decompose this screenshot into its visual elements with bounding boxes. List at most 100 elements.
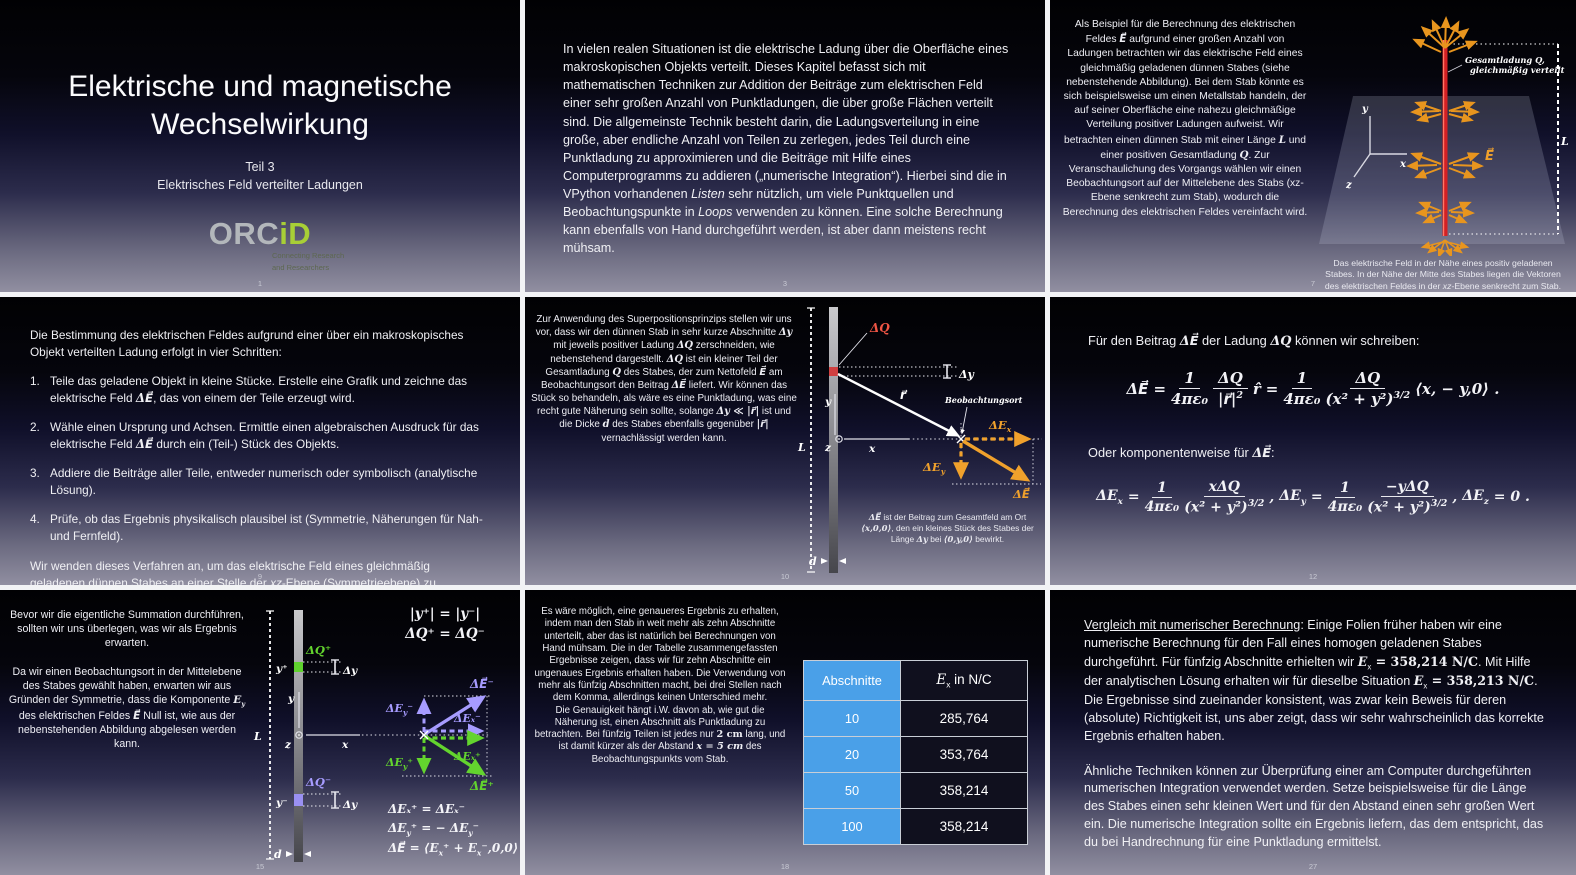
delta-ex-plus-label: ΔEₓ⁺ [453,750,481,763]
slide-page-3[interactable]: In vielen realen Situationen ist die ele… [525,0,1045,292]
slide-page-12[interactable]: Für den Beitrag ΔE⃗ der Ladung ΔQ können… [1050,297,1576,585]
length-label: L [1560,135,1569,148]
presentation-subtitle: Teil 3 Elektrisches Feld verteilter Ladun… [157,160,363,193]
xz-plane [1319,96,1565,244]
orcid-logo-orc: ORC [208,216,280,252]
crosshair [419,730,429,740]
length-bracket [266,610,274,860]
delta-e-minus-label: ΔE⃗⁻ [469,677,494,691]
slide-body-text: Vergleich mit numerischer Berechnung: Ei… [1084,618,1544,850]
slide-body-text: Die Bestimmung des elektrischen Feldes a… [30,327,488,585]
table-row: 100 358,214 [803,808,1028,845]
presentation-title: Elektrische und magnetische Wechselwirkun… [68,70,452,142]
page-number: 7 [1310,279,1316,288]
slide-page-10[interactable]: Zur Anwendung des Superpositionsprinzips… [525,297,1045,585]
figure-caption: Das elektrische Feld in der Nähe eines p… [1324,258,1562,291]
comparison-heading: Vergleich mit numerischer Berechnung [1084,618,1301,632]
axis-y-label: y [287,693,295,705]
slide-page-18[interactable]: Es wäre möglich, eine genaueres Ergebnis… [525,590,1045,875]
page-number: 1 [257,279,263,288]
axes-triad [1353,116,1407,178]
intro-text: Für den Beitrag ΔE⃗ der Ladung ΔQ können… [1088,333,1420,349]
rod [829,307,838,573]
column-header-ex: Ex in N/C [900,660,1028,701]
slide-body-text: Bevor wir die eigentliche Summation durc… [8,609,246,751]
charged-rod-3d-diagram: L [1319,16,1569,256]
charge-segment [829,367,838,376]
symmetry-equations: |y⁺| = |y⁻| ΔQ⁺ = ΔQ⁻ [405,606,485,643]
dy-marker-top [303,659,342,675]
d-label: d [274,848,282,861]
table-row: 50 358,214 [803,772,1028,809]
axes [295,692,490,739]
table-row: 20 353,764 [803,736,1028,773]
axis-x-label: x [868,443,876,455]
dq-minus-label: ΔQ⁻ [305,775,331,789]
component-formulas: ΔEx = 1 4πε₀ xΔQ (x² + y²)3/2 , ΔEy = 1 4πε… [1096,479,1530,516]
dy-label-bottom: Δy [342,799,358,811]
length-label: L [253,730,262,743]
cell-ex: 353,764 [900,736,1028,773]
negative-segment [294,794,303,806]
slide-page-27[interactable]: Vergleich mit numerischer Berechnung: Ei… [1050,590,1576,875]
table-row: 10 285,764 [803,700,1028,737]
delta-ey-minus-label: ΔEy⁻ [385,702,413,717]
slide-page-15[interactable]: Bevor wir die eigentliche Summation durc… [0,590,520,875]
slide-page-1[interactable]: Elektrische und magnetische Wechselwirkun… [0,0,520,292]
r-vector-label: r⃗ [900,388,908,402]
page-number: 10 [780,572,790,581]
rod [294,610,303,862]
cell-ex: 358,214 [900,772,1028,809]
observation-point-label: Beobachtungsort [944,395,1023,405]
delta-e-formula: ΔE⃗ = 1 4πε₀ ΔQ |r⃗|2 r̂ = 1 4πε₀ ΔQ (x² + y… [1126,369,1500,408]
dy-marker-bottom [303,791,342,809]
d-width-marker [286,851,311,857]
observation-callout-line [960,406,968,435]
page-number: 27 [1308,862,1318,871]
page-number: 9 [257,572,263,581]
table-header-row: Abschnitte Ex in N/C [803,660,1028,701]
d-label: d [809,555,817,568]
dq-callout-line [838,332,868,366]
slide-body-text: Als Beispiel für die Berechnung des elek… [1062,19,1308,218]
orcid-logo: ORCiD [0,216,520,252]
cell-ex: 285,764 [900,700,1028,737]
orcid-logo-id: iD [279,216,312,252]
delta-ex-label: ΔEx [988,418,1012,434]
list-item: 2. Wähle einen Ursprung und Achsen. Ermit… [30,420,479,451]
slide-page-9[interactable]: Die Bestimmung des elektrischen Feldes a… [0,297,520,585]
total-charge-label-1: Gesamtladung Q, [1465,55,1545,66]
cell-ex: 358,214 [900,808,1028,845]
rod-segment-diagram: L ΔQ Δy y x z r⃗ [797,307,1042,573]
length-bracket [807,307,815,573]
d-width-marker [821,558,846,564]
list-item: 4. Prüfe, ob das Ergebnis physikalisch pl… [30,512,483,543]
figure-caption: ΔE⃗ ist der Beitrag zum Gesamtfeld am Or… [861,512,1034,544]
page-number: 3 [782,279,788,288]
slide-body-text: Es wäre möglich, eine genaueres Ergebnis… [534,606,786,765]
slide-body-text: In vielen realen Situationen ist die ele… [563,42,1009,256]
list-item: 1. Teile das geladene Objekt in kleine St… [30,374,468,405]
page-number: 18 [780,862,790,871]
dy-marker [839,364,957,379]
vector-pair [416,695,487,776]
axis-x-label: x [1399,159,1407,170]
intro-text: Die Bestimmung des elektrischen Feldes a… [30,328,464,359]
total-charge-label-2: gleichmäßig verteilt [1470,65,1565,75]
outro-text: Wir wenden dieses Verfahren an, um das e… [30,559,436,585]
dq-label: ΔQ [869,321,890,335]
delta-ex-minus-label: ΔEₓ⁻ [453,712,481,725]
dy-label: Δy [958,368,976,381]
axes [834,394,1042,443]
r-vector [837,372,961,437]
slide-page-7[interactable]: Als Beispiel für die Berechnung des elek… [1050,0,1576,292]
guide-lines [952,423,1041,485]
list-item: 3. Addiere die Beiträge aller Teile, entw… [30,466,478,497]
cell-abschnitte: 50 [803,772,901,809]
dy-label-top: Δy [342,665,358,677]
delta-e-vectors [953,431,1032,482]
y-minus-label: y⁻ [275,797,288,809]
length-label: L [797,441,806,454]
axis-z-label: z [824,442,832,454]
